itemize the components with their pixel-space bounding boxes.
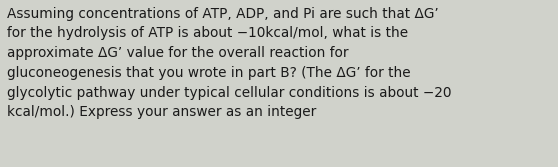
Text: Assuming concentrations of ATP, ADP, and Pi are such that ΔG’
for the hydrolysis: Assuming concentrations of ATP, ADP, and…	[7, 7, 452, 119]
